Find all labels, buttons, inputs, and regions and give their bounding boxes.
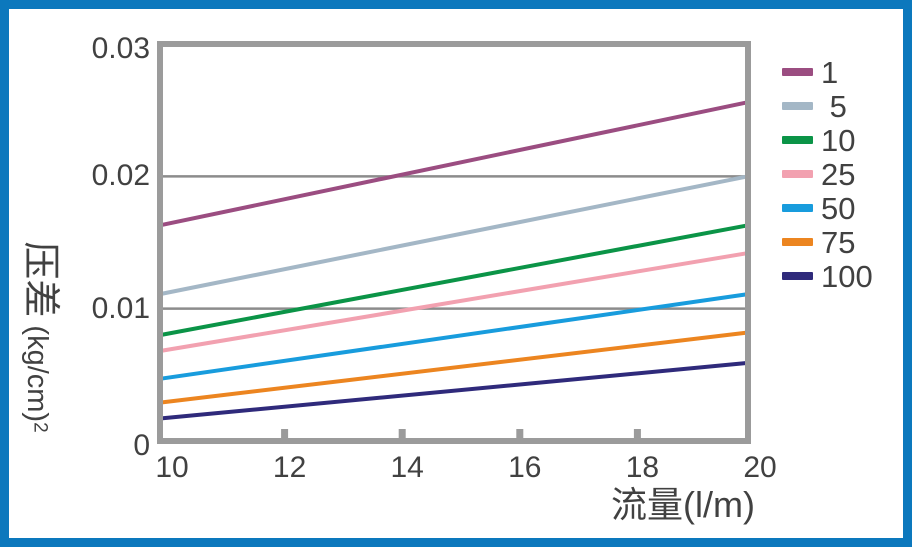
x-tick-label-18: 18 [625, 451, 660, 484]
legend-item-10: 10 [782, 123, 873, 157]
legend-label-5: 5 [821, 88, 847, 124]
legend-item-5: 5 [782, 89, 873, 123]
y-axis-title: 压差 (kg/cm)2 [19, 241, 61, 433]
legend-swatch-100 [782, 272, 813, 280]
legend-label-25: 25 [821, 156, 856, 192]
x-tick-label-20: 20 [743, 451, 777, 484]
y-tick-label-0.02: 0.02 [91, 159, 150, 193]
x-tick-mark-18 [633, 429, 641, 438]
x-tick-label-14: 14 [390, 451, 424, 484]
legend-label-100: 100 [821, 258, 873, 294]
x-tick-label-10: 10 [155, 451, 189, 484]
legend-swatch-25 [782, 170, 813, 178]
legend: 1 5 10 25 50 75 100 [782, 55, 873, 293]
x-tick-mark-12 [281, 429, 289, 438]
series-line-5 [159, 174, 749, 297]
chart-frame [157, 41, 751, 444]
legend-item-100: 100 [782, 259, 873, 293]
y-tick-label-0.03: 0.03 [91, 32, 150, 65]
y-tick-label-0.01: 0.01 [91, 291, 150, 325]
x-tick-mark-14 [398, 429, 406, 438]
legend-item-50: 50 [782, 191, 873, 225]
legend-label-50: 50 [821, 190, 856, 226]
legend-item-1: 1 [782, 55, 873, 89]
series-line-25 [159, 251, 749, 353]
x-axis-title: 流量(l/m) [611, 484, 755, 525]
legend-label-75: 75 [821, 224, 856, 260]
legend-swatch-5 [782, 102, 813, 110]
plot-area [157, 41, 751, 444]
x-tick-label-16: 16 [508, 451, 542, 484]
legend-swatch-50 [782, 204, 813, 212]
series-line-75 [159, 330, 749, 405]
legend-swatch-1 [782, 68, 813, 76]
x-tick-mark-16 [516, 429, 524, 438]
y-tick-label-0: 0 [133, 429, 150, 462]
legend-item-75: 75 [782, 225, 873, 259]
series-line-50 [159, 292, 749, 381]
legend-item-25: 25 [782, 157, 873, 191]
legend-label-1: 1 [821, 54, 839, 90]
legend-swatch-10 [782, 136, 813, 144]
series-line-10 [159, 223, 749, 338]
legend-swatch-75 [782, 238, 813, 246]
y-axis-title-superscript: 2 [29, 422, 51, 433]
x-tick-label-12: 12 [272, 451, 307, 484]
legend-label-10: 10 [821, 122, 856, 158]
y-axis-title-unit: (kg/cm) [21, 317, 53, 423]
series-line-100 [159, 360, 749, 421]
series-line-1 [159, 100, 749, 228]
y-axis-title-text: 压差 [19, 241, 61, 318]
